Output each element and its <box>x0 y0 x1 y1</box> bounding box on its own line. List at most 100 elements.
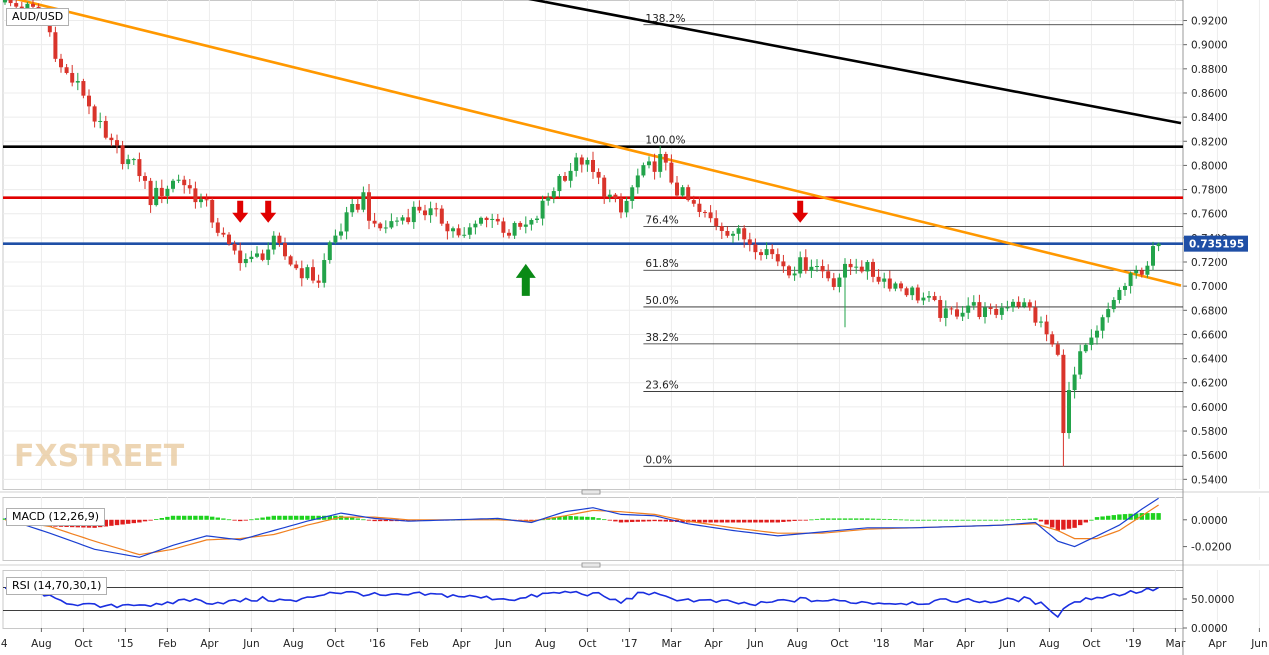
candle-body <box>1083 344 1088 352</box>
x-tick-label: Aug <box>787 638 808 650</box>
y-tick-label: 0.5800 <box>1191 426 1228 438</box>
x-tick-label: Oct <box>74 638 92 650</box>
macd-histogram-bar <box>870 518 876 520</box>
macd-histogram-bar <box>187 515 192 520</box>
macd-y-tick-label: -0.0200 <box>1191 542 1232 554</box>
red-down-arrow <box>260 200 277 223</box>
x-tick-label: '16 <box>369 638 386 650</box>
macd-histogram-bar <box>204 515 209 520</box>
macd-histogram-bar <box>350 517 355 520</box>
candle-body <box>658 153 663 172</box>
macd-histogram-bar <box>254 518 260 520</box>
candle-body <box>1061 354 1066 434</box>
x-tick-label: '14 <box>0 638 8 650</box>
macd-histogram-bar <box>148 519 153 521</box>
macd-label: MACD (12,26,9) <box>6 508 106 526</box>
rsi-y-tick-label: 0.0000 <box>1191 623 1228 635</box>
macd-histogram-bar <box>109 519 114 526</box>
macd-histogram-bar <box>249 519 254 521</box>
macd-histogram-bar <box>960 519 965 521</box>
macd-histogram-bar <box>809 519 814 521</box>
x-tick-label: Apr <box>956 638 975 650</box>
macd-histogram-bar <box>831 518 836 520</box>
y-tick-label: 0.7000 <box>1191 281 1228 293</box>
x-tick-label: '19 <box>1125 638 1141 650</box>
candle-body <box>389 221 394 228</box>
fib-level-label: 100.0% <box>645 135 685 147</box>
macd-histogram-bar <box>114 519 120 526</box>
macd-histogram-bar <box>938 519 943 521</box>
candle-body <box>361 192 366 210</box>
candle-body <box>893 283 898 289</box>
candle-body <box>456 228 461 236</box>
macd-histogram-bar <box>585 516 590 520</box>
fib-level-label: 76.4% <box>645 214 678 226</box>
candle-body <box>81 81 86 96</box>
macd-histogram-bar <box>165 516 170 520</box>
candle-body <box>815 266 819 268</box>
macd-histogram-bar <box>176 515 181 520</box>
candle-body <box>966 305 971 313</box>
macd-histogram-bar <box>557 516 562 520</box>
candle-body <box>663 153 668 163</box>
macd-histogram-bar <box>226 519 232 521</box>
candle-body <box>955 309 959 317</box>
macd-histogram-bar <box>1106 515 1111 520</box>
macd-histogram-bar <box>607 519 612 521</box>
candle-body <box>871 261 875 277</box>
candle-body <box>1044 321 1049 335</box>
candle-body <box>887 278 892 289</box>
y-tick-label: 0.7200 <box>1191 257 1228 269</box>
candle-body <box>406 217 411 223</box>
candle-body <box>994 308 999 315</box>
candle-body <box>215 222 220 233</box>
candle-body <box>831 278 836 287</box>
macd-histogram-bar <box>221 518 226 520</box>
candle-body <box>411 206 416 223</box>
x-tick-label: Jun <box>746 638 763 650</box>
candle-body <box>423 210 427 216</box>
candle-body <box>327 242 332 261</box>
macd-histogram-bar <box>327 515 332 520</box>
candle-body <box>187 185 192 189</box>
candle-body <box>1123 285 1127 290</box>
candle-body <box>736 228 741 234</box>
macd-histogram-bar <box>764 519 769 523</box>
macd-histogram-bar <box>719 519 724 523</box>
x-tick-label: '17 <box>621 638 637 650</box>
macd-histogram-bar <box>568 516 573 520</box>
green-up-arrow <box>515 263 536 296</box>
candle-body <box>339 231 343 236</box>
macd-histogram-bar <box>210 516 215 520</box>
x-tick-label: Aug <box>1039 638 1060 650</box>
macd-histogram-bar <box>243 519 248 521</box>
macd-histogram-bar <box>366 519 372 521</box>
candle-body <box>770 249 775 255</box>
candle-body <box>311 267 315 281</box>
candle-body <box>1055 344 1060 355</box>
red-down-arrow <box>232 200 249 223</box>
x-tick-label: Jun <box>242 638 259 650</box>
macd-histogram-bar <box>232 519 237 521</box>
candle-body <box>98 120 103 122</box>
candle-body <box>624 200 629 213</box>
candle-body <box>333 235 338 243</box>
candle-body <box>619 198 623 213</box>
macd-histogram-bar <box>1122 514 1128 520</box>
candle-body <box>204 199 209 201</box>
macd-histogram-bar <box>159 518 164 520</box>
candle-body <box>271 235 276 250</box>
candle-body <box>1095 330 1099 338</box>
candle-body <box>1156 243 1161 247</box>
x-tick-label: Mar <box>661 638 681 650</box>
macd-histogram-bar <box>523 519 528 521</box>
candle-body <box>876 276 881 282</box>
macd-histogram-bar <box>803 519 808 521</box>
macd-histogram-bar <box>781 519 786 522</box>
candle-body <box>148 180 153 206</box>
macd-histogram-bar <box>826 518 831 520</box>
pane-splitter-handle-1 <box>581 562 601 568</box>
candle-body <box>943 308 948 318</box>
macd-histogram-bar <box>725 519 730 523</box>
